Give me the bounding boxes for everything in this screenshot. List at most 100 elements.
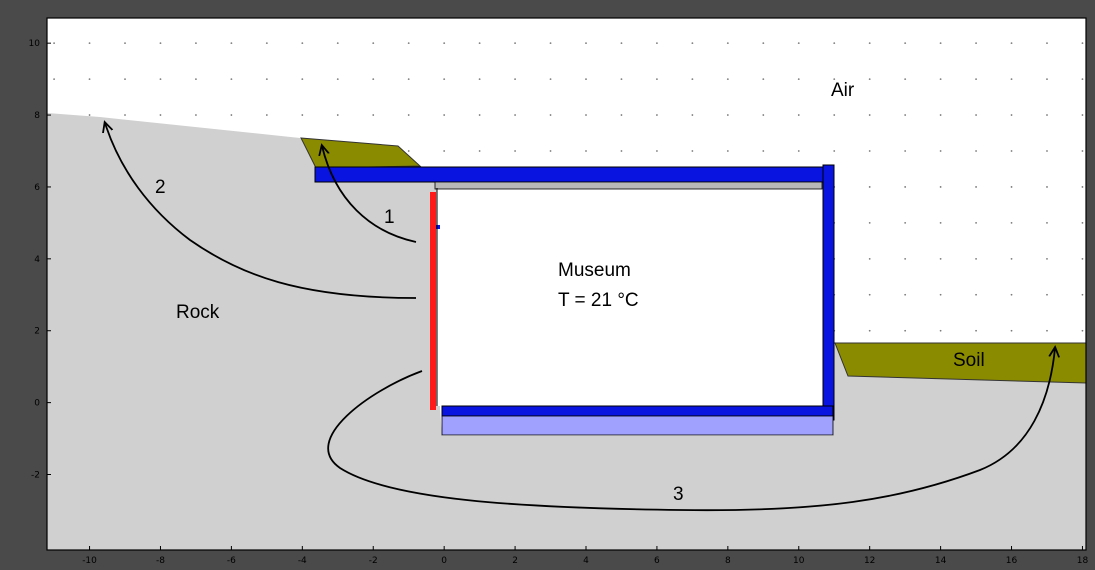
- rock-region: [47, 113, 1086, 550]
- grid-dot: [195, 114, 197, 116]
- grid-dot: [1046, 293, 1048, 296]
- grid-dot: [868, 114, 871, 116]
- grid-dot: [868, 293, 871, 296]
- grid-dot: [336, 114, 339, 116]
- grid-dot: [372, 42, 375, 45]
- grid-dot: [691, 42, 694, 45]
- grid-dot: [124, 42, 126, 45]
- grid-dot: [53, 42, 55, 45]
- grid-dot: [159, 78, 162, 81]
- grid-dot: [939, 186, 942, 188]
- air-label: Air: [831, 80, 855, 101]
- y-tick-label: 2: [34, 327, 40, 337]
- x-tick-label: 16: [1006, 556, 1018, 566]
- museum-temperature: T = 21 °C: [558, 290, 639, 311]
- museum-interior: [437, 188, 823, 406]
- grid-dot: [975, 42, 977, 45]
- grid-dot: [549, 114, 552, 116]
- grid-dot: [124, 114, 126, 116]
- grid-dot: [478, 78, 481, 81]
- grid-dot: [904, 186, 907, 188]
- grid-dot: [1081, 78, 1084, 81]
- grid-dot: [372, 114, 375, 116]
- grid-dot: [514, 114, 516, 116]
- grid-dot: [939, 221, 942, 224]
- grid-dot: [1081, 293, 1084, 296]
- grid-dot: [833, 150, 836, 152]
- arrow-path-2: [105, 123, 417, 299]
- grid-dot: [975, 186, 977, 188]
- grid-dot: [301, 114, 304, 116]
- grid-dot: [265, 78, 268, 81]
- grid-dot: [726, 78, 729, 81]
- grid-dot: [159, 114, 162, 116]
- grid-dot: [1046, 221, 1048, 224]
- y-tick-label: 8: [34, 111, 40, 121]
- grid-dot: [833, 78, 836, 81]
- museum-label: Museum: [558, 260, 631, 281]
- soil-label: Soil: [953, 350, 985, 371]
- grid-dot: [868, 329, 871, 332]
- grid-dot: [656, 42, 658, 45]
- grid-dot: [939, 257, 942, 260]
- plot-border: [46, 17, 1087, 551]
- grid-dot: [975, 329, 977, 332]
- grid-dot: [975, 150, 977, 152]
- arrow-path-1: [322, 146, 417, 243]
- grid-dot: [904, 42, 907, 45]
- arrow-label-1: 1: [384, 207, 395, 228]
- grid-dot: [1081, 186, 1084, 188]
- grid-dot: [868, 42, 871, 45]
- grid-dot: [797, 150, 800, 152]
- y-tick-label: 0: [34, 399, 40, 409]
- grid-dot: [1010, 293, 1013, 296]
- y-tick-label: 6: [34, 183, 40, 193]
- grid-dot: [336, 78, 339, 81]
- grid-dot: [904, 78, 907, 81]
- roof-insulation: [314, 166, 824, 183]
- grid-dot: [726, 42, 729, 45]
- grid-dot: [88, 42, 91, 45]
- grid-dot: [443, 78, 446, 81]
- grid-dot: [1081, 221, 1084, 224]
- grid-dot: [904, 293, 907, 296]
- grid-dot: [88, 114, 91, 116]
- grid-dot: [691, 114, 694, 116]
- grid-dot: [939, 293, 942, 296]
- y-tick-label: 10: [29, 39, 41, 49]
- x-tick-label: -4: [298, 556, 307, 566]
- grid-dot: [301, 42, 304, 45]
- grid-dot: [762, 42, 765, 45]
- grid-dot: [975, 114, 977, 116]
- grid-dot: [265, 114, 268, 116]
- grid-dot: [53, 78, 55, 81]
- grid-dot: [549, 150, 552, 152]
- grid-dot: [868, 186, 871, 188]
- grid-dot: [762, 150, 765, 152]
- grid-dot: [585, 78, 587, 81]
- grid-dot: [762, 78, 765, 81]
- grid-dot: [443, 150, 446, 152]
- x-tick-label: 10: [793, 556, 805, 566]
- grid-dot: [372, 78, 375, 81]
- grid-dot: [195, 78, 197, 81]
- grid-dot: [585, 42, 587, 45]
- grid-dot: [1046, 186, 1048, 188]
- grid-dot: [939, 42, 942, 45]
- grid-dot: [585, 150, 587, 152]
- y-axis-ticks: 10 8 6 4 2 0 -2: [29, 39, 51, 481]
- grid-dot: [939, 78, 942, 81]
- x-tick-label: -10: [82, 556, 97, 566]
- grid-dot: [620, 114, 623, 116]
- ceiling-layer: [434, 181, 823, 190]
- grid-dot: [975, 78, 977, 81]
- grid-dot: [1010, 186, 1013, 188]
- y-tick-label: 4: [34, 255, 40, 265]
- grid-dot: [585, 114, 587, 116]
- floor-insulation: [441, 405, 834, 417]
- grid-dot: [1010, 329, 1013, 332]
- grid-dot: [797, 114, 800, 116]
- grid-dot: [1081, 114, 1084, 116]
- grid-dot: [124, 78, 126, 81]
